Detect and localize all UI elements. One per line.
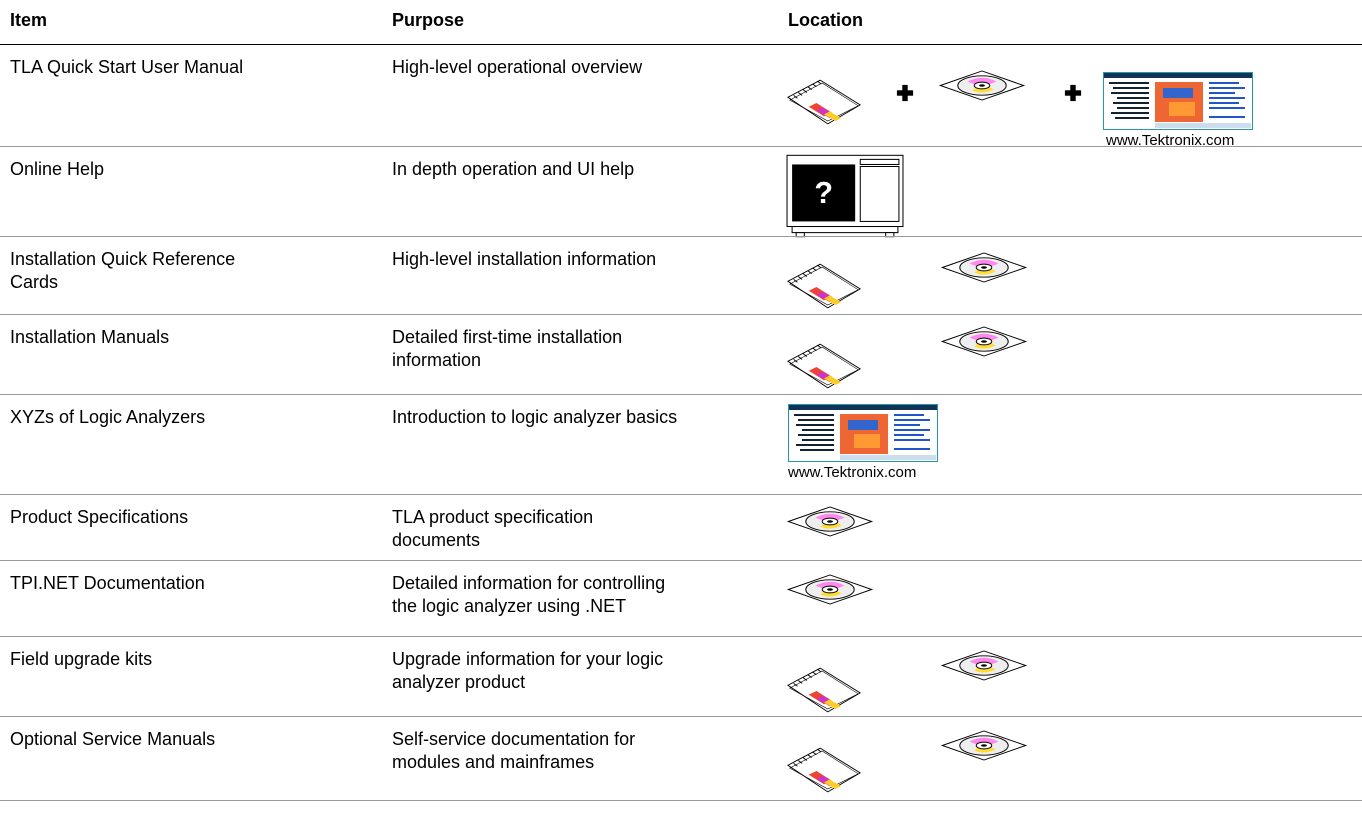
manual-icon <box>786 78 862 126</box>
item-cell: XYZs of Logic Analyzers <box>10 407 206 427</box>
plus-sign <box>1064 84 1082 102</box>
cd-icon <box>940 326 1028 357</box>
website-thumbnail <box>788 404 938 462</box>
url-caption: www.Tektronix.com <box>1106 132 1235 149</box>
row-rule <box>0 560 1362 561</box>
plus-sign <box>896 84 914 102</box>
online-help-icon <box>786 154 904 238</box>
row-rule <box>0 146 1362 147</box>
manual-icon <box>786 666 862 714</box>
item-cell: Field upgrade kits <box>10 649 153 669</box>
header-rule <box>0 44 1362 45</box>
cd-icon <box>940 650 1028 681</box>
purpose-cell: Upgrade information for your logic analy… <box>392 649 664 692</box>
purpose-cell: TLA product specification documents <box>392 507 594 550</box>
row-rule <box>0 236 1362 237</box>
row-rule <box>0 314 1362 315</box>
manual-icon <box>786 262 862 310</box>
row-rule <box>0 394 1362 395</box>
purpose-cell: Introduction to logic analyzer basics <box>392 407 678 427</box>
purpose-cell: Self-service documentation for modules a… <box>392 729 636 772</box>
column-header: Purpose <box>392 10 465 30</box>
row-rule <box>0 494 1362 495</box>
item-cell: TLA Quick Start User Manual <box>10 57 244 77</box>
row-rule <box>0 716 1362 717</box>
row-rule <box>0 636 1362 637</box>
purpose-cell: In depth operation and UI help <box>392 159 635 179</box>
column-header: Item <box>10 10 48 30</box>
item-cell: Installation Quick Reference Cards <box>10 249 236 292</box>
item-cell: TPI.NET Documentation <box>10 573 205 593</box>
purpose-cell: Detailed information for controlling the… <box>392 573 666 616</box>
cd-icon <box>940 252 1028 283</box>
purpose-cell: High-level operational overview <box>392 57 643 77</box>
url-caption: www.Tektronix.com <box>788 464 917 481</box>
manual-icon <box>786 342 862 390</box>
item-cell: Installation Manuals <box>10 327 170 347</box>
website-thumbnail <box>1103 72 1253 130</box>
purpose-cell: High-level installation information <box>392 249 657 269</box>
cd-icon <box>786 574 874 605</box>
cd-icon <box>940 730 1028 761</box>
item-cell: Online Help <box>10 159 105 179</box>
row-rule <box>0 800 1362 801</box>
column-header: Location <box>788 10 863 30</box>
manual-icon <box>786 746 862 794</box>
item-cell: Optional Service Manuals <box>10 729 216 749</box>
purpose-cell: Detailed first-time installation informa… <box>392 327 623 370</box>
cd-icon <box>786 506 874 537</box>
cd-icon <box>938 70 1026 101</box>
item-cell: Product Specifications <box>10 507 189 527</box>
